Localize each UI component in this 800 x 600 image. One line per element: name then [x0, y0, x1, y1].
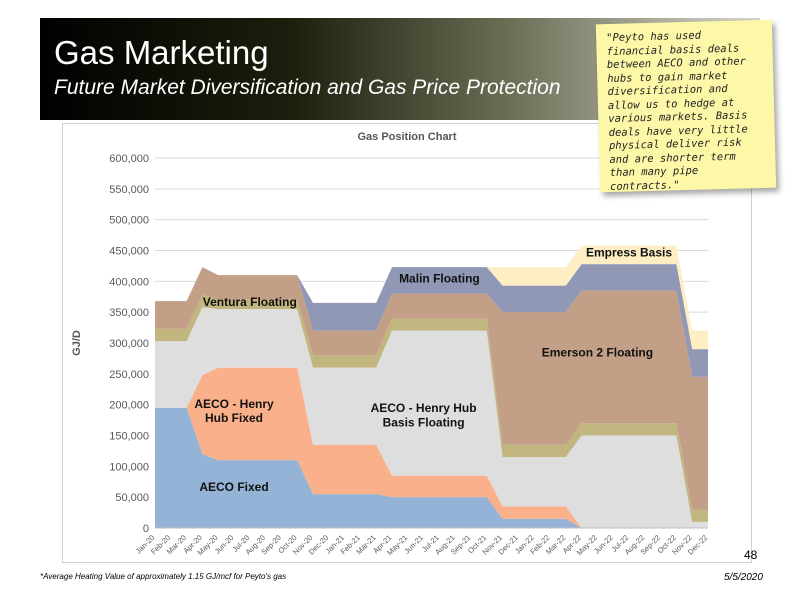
y-tick-label: 500,000 [109, 215, 149, 227]
chart-title: Gas Position Chart [357, 131, 456, 143]
area-series-7 [155, 245, 708, 350]
y-tick-label: 350,000 [109, 307, 149, 319]
area-series-0 [155, 407, 708, 528]
y-tick-label: 400,000 [109, 276, 149, 288]
area-series-1 [155, 367, 708, 528]
region-label: AECO - Henry Hub [371, 401, 477, 415]
region-label: AECO Fixed [199, 480, 268, 494]
y-tick-label: 450,000 [109, 246, 149, 258]
region-label: Ventura Floating [203, 295, 297, 309]
slide-subtitle: Future Market Diversification and Gas Pr… [54, 76, 561, 99]
y-tick-label: 100,000 [109, 461, 149, 473]
region-label: Malin Floating [399, 272, 480, 286]
footnote: *Average Heating Value of approximately … [40, 572, 287, 581]
slide-date: 5/5/2020 [724, 572, 763, 583]
region-label: Basis Floating [383, 415, 465, 429]
y-tick-label: 0 [143, 523, 149, 535]
y-axis-label: GJ/D [71, 330, 83, 356]
page-number: 48 [744, 548, 758, 562]
y-tick-label: 200,000 [109, 400, 149, 412]
gas-position-chart: Gas Position Chart 0 50,000 100,000 150,000 2… [62, 123, 752, 563]
region-label: Hub Fixed [205, 411, 263, 425]
region-label: AECO - Henry [194, 397, 274, 411]
sticky-note-text: "Peyto has used financial basis deals be… [606, 29, 748, 193]
area-series-5 [155, 267, 708, 510]
region-label: Empress Basis [586, 246, 672, 260]
y-tick-label: 550,000 [109, 184, 149, 196]
y-tick-label: 600,000 [109, 153, 149, 165]
area-series-6 [155, 264, 708, 377]
region-label: Emerson 2 Floating [542, 346, 653, 360]
slide-title: Gas Marketing [54, 34, 269, 71]
chart-svg: Gas Position Chart 0 50,000 100,000 150,000 2… [62, 123, 752, 563]
y-tick-label: 250,000 [109, 369, 149, 381]
y-tick-label: 50,000 [115, 492, 149, 504]
area-series-2 [155, 307, 708, 528]
sticky-note: "Peyto has used financial basis deals be… [595, 19, 777, 193]
y-tick-label: 150,000 [109, 431, 149, 443]
y-tick-label: 300,000 [109, 338, 149, 350]
